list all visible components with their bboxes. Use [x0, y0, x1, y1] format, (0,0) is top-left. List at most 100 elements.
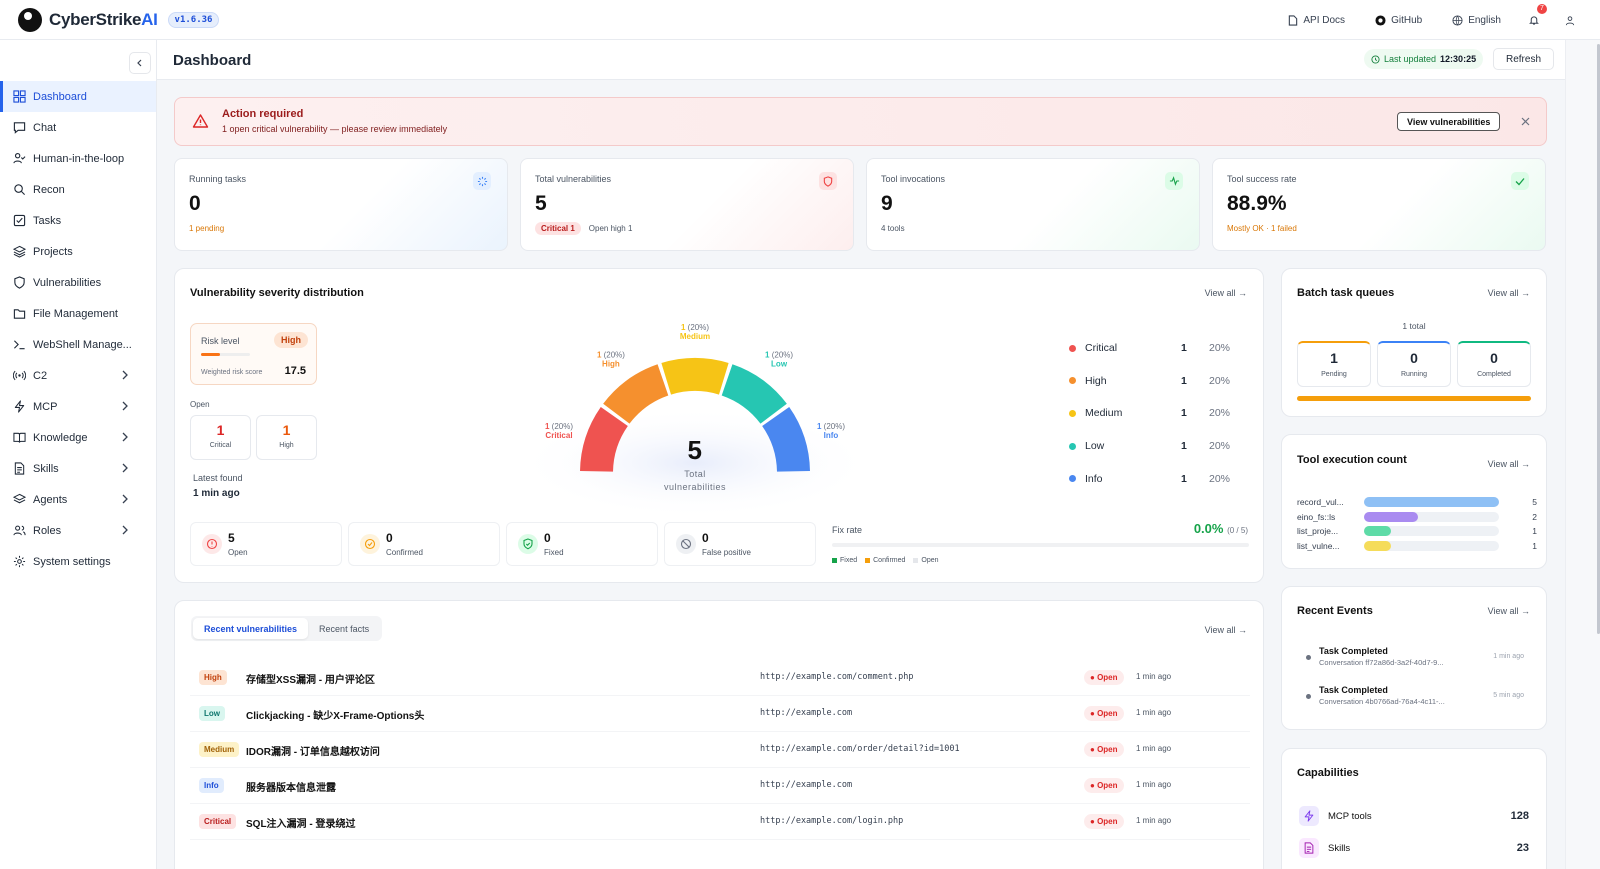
total-vulnerabilities-card[interactable]: Total vulnerabilities 5 Critical 1 Open …: [520, 158, 854, 251]
pending-queue[interactable]: 1 Pending: [1297, 341, 1371, 387]
api-docs-button[interactable]: API Docs: [1279, 8, 1354, 32]
sidebar-item-label: WebShell Manage...: [33, 338, 132, 351]
close-alert-button[interactable]: [1517, 113, 1533, 129]
vulnerability-url: http://example.com/comment.php: [760, 672, 914, 682]
sidebar-item-skills[interactable]: Skills: [0, 453, 156, 484]
gauge-segment-medium[interactable]: [661, 358, 729, 395]
running-tasks-card[interactable]: Running tasks 0 1 pending: [174, 158, 508, 251]
view-all-link[interactable]: View all →: [1487, 606, 1530, 616]
gauge-segment-critical[interactable]: [580, 407, 628, 472]
sidebar-item-chat[interactable]: Chat: [0, 112, 156, 143]
vulnerability-row[interactable]: Critical SQL注入漏洞 - 登录绕过 http://example.com…: [190, 804, 1250, 840]
critical-badge: Critical 1: [535, 222, 581, 235]
tab-recent-vulnerabilities[interactable]: Recent vulnerabilities: [193, 618, 309, 639]
legend-item-high[interactable]: High 1 20%: [1069, 373, 1249, 389]
sidebar-item-recon[interactable]: Recon: [0, 174, 156, 205]
open-high-box[interactable]: 1 High: [256, 415, 317, 460]
sidebar-item-projects[interactable]: Projects: [0, 236, 156, 267]
sidebar-item-agents[interactable]: Agents: [0, 484, 156, 515]
capability-item[interactable]: MCP tools 128: [1297, 806, 1532, 826]
legend-item-low[interactable]: Low 1 20%: [1069, 438, 1249, 454]
shield-icon: [819, 172, 837, 190]
logo[interactable]: CyberStrikeAI v1.6.36: [18, 7, 220, 32]
severity-badge: Low: [199, 706, 225, 721]
view-vulnerabilities-button[interactable]: View vulnerabilities: [1397, 112, 1501, 131]
github-button[interactable]: GitHub: [1366, 8, 1431, 32]
view-all-link[interactable]: View all →: [1204, 288, 1247, 298]
vulnerability-row[interactable]: Medium IDOR漏洞 - 订单信息越权访问 http://example.co…: [190, 732, 1250, 768]
scrollbar-track[interactable]: [1565, 40, 1600, 869]
action-required-alert: Action required 1 open critical vulnerab…: [174, 97, 1547, 146]
tool-execution-row[interactable]: eino_fs::ls 2: [1297, 510, 1537, 524]
vulnerability-row[interactable]: Low Clickjacking - 缺少X-Frame-Options头 http…: [190, 696, 1250, 732]
logo-icon: [18, 7, 42, 32]
tool-execution-row[interactable]: list_vulne... 1: [1297, 539, 1537, 553]
clock-icon: [1371, 54, 1380, 64]
refresh-button[interactable]: Refresh: [1493, 48, 1555, 70]
gauge-label-low: 1 (20%) Low: [765, 350, 793, 368]
tool-count: 1: [1532, 526, 1537, 536]
sidebar-item-label: Vulnerabilities: [33, 276, 102, 289]
sidebar-item-webshell-manage[interactable]: WebShell Manage...: [0, 329, 156, 360]
scrollbar-thumb[interactable]: [1597, 44, 1600, 634]
view-all-link[interactable]: View all →: [1204, 625, 1247, 635]
capability-item[interactable]: Skills 23: [1297, 838, 1532, 858]
tool-execution-row[interactable]: record_vul... 5: [1297, 495, 1537, 509]
sidebar-item-label: Recon: [33, 183, 65, 196]
tool-invocations-card[interactable]: Tool invocations 9 4 tools: [866, 158, 1200, 251]
status-open[interactable]: 5 Open: [190, 522, 342, 566]
tool-success-rate-card[interactable]: Tool success rate 88.9% Mostly OK · 1 fa…: [1212, 158, 1546, 251]
status-fixed[interactable]: 0 Fixed: [506, 522, 658, 566]
event-item[interactable]: Task Completed Conversation ff72a86d-3a2f…: [1297, 644, 1532, 678]
legend-item-info[interactable]: Info 1 20%: [1069, 471, 1249, 487]
gauge-label-info: 1 (20%) Info: [817, 422, 845, 440]
check-icon: [1511, 172, 1529, 190]
bolt-icon: [1299, 806, 1319, 826]
tool-bar-track: [1364, 497, 1499, 507]
sidebar-item-tasks[interactable]: Tasks: [0, 205, 156, 236]
users-icon: [13, 524, 26, 537]
sidebar-item-roles[interactable]: Roles: [0, 515, 156, 546]
notifications-button[interactable]: 7: [1522, 4, 1547, 32]
view-all-link[interactable]: View all →: [1487, 459, 1530, 469]
sidebar-item-vulnerabilities[interactable]: Vulnerabilities: [0, 267, 156, 298]
sidebar-item-file-management[interactable]: File Management: [0, 298, 156, 329]
legend-item-medium[interactable]: Medium 1 20%: [1069, 405, 1249, 421]
sidebar-item-mcp[interactable]: MCP: [0, 391, 156, 422]
sidebar-item-label: Human-in-the-loop: [33, 152, 125, 165]
language-button[interactable]: English: [1443, 8, 1510, 32]
sidebar-item-dashboard[interactable]: Dashboard: [0, 81, 156, 112]
severity-gauge: 1 (20%) Critical 1 (20%) High 1 (20%) Medium 1…: [515, 323, 875, 519]
tool-bar: [1364, 540, 1391, 551]
search-icon: [13, 183, 26, 196]
vulnerability-time: 1 min ago: [1136, 708, 1172, 717]
activity-icon: [1165, 172, 1183, 190]
vulnerability-row[interactable]: Info 服务器版本信息泄露 http://example.com ● Open 1 m…: [190, 768, 1250, 804]
gauge-segment-low[interactable]: [721, 364, 787, 424]
vulnerability-url: http://example.com/login.php: [760, 816, 904, 826]
status-false-positive[interactable]: 0 False positive: [664, 522, 816, 566]
stat-label: Tool success rate: [1227, 174, 1297, 184]
tool-execution-row[interactable]: list_proje... 1: [1297, 524, 1537, 538]
tab-recent-facts[interactable]: Recent facts: [319, 623, 370, 634]
running-queue[interactable]: 0 Running: [1377, 341, 1451, 387]
open-critical-box[interactable]: 1 Critical: [190, 415, 251, 460]
gauge-segment-info[interactable]: [762, 407, 810, 472]
sidebar-item-knowledge[interactable]: Knowledge: [0, 422, 156, 453]
sidebar-item-c2[interactable]: C2: [0, 360, 156, 391]
vulnerability-row[interactable]: High 存储型XSS漏洞 - 用户评论区 http://example.com/c…: [190, 660, 1250, 696]
collapse-sidebar-button[interactable]: [129, 52, 151, 74]
completed-queue[interactable]: 0 Completed: [1457, 341, 1531, 387]
legend-dot: [1069, 475, 1076, 483]
sidebar-item-human-in-the-loop[interactable]: Human-in-the-loop: [0, 143, 156, 174]
legend-item-critical[interactable]: Critical 1 20%: [1069, 340, 1249, 356]
sidebar-item-system-settings[interactable]: System settings: [0, 546, 156, 577]
recent-tabs: Recent vulnerabilities Recent facts: [191, 616, 383, 641]
user-menu-button[interactable]: [1558, 8, 1582, 32]
event-item[interactable]: Task Completed Conversation 4b0766ad-76a4…: [1297, 683, 1532, 717]
recent-vulnerabilities-card: Recent vulnerabilities Recent facts View…: [174, 600, 1264, 869]
status-confirmed[interactable]: 0 Confirmed: [348, 522, 500, 566]
view-all-link[interactable]: View all →: [1487, 288, 1530, 298]
gauge-segment-high[interactable]: [603, 364, 669, 424]
weighted-score-value: 17.5: [284, 365, 306, 377]
